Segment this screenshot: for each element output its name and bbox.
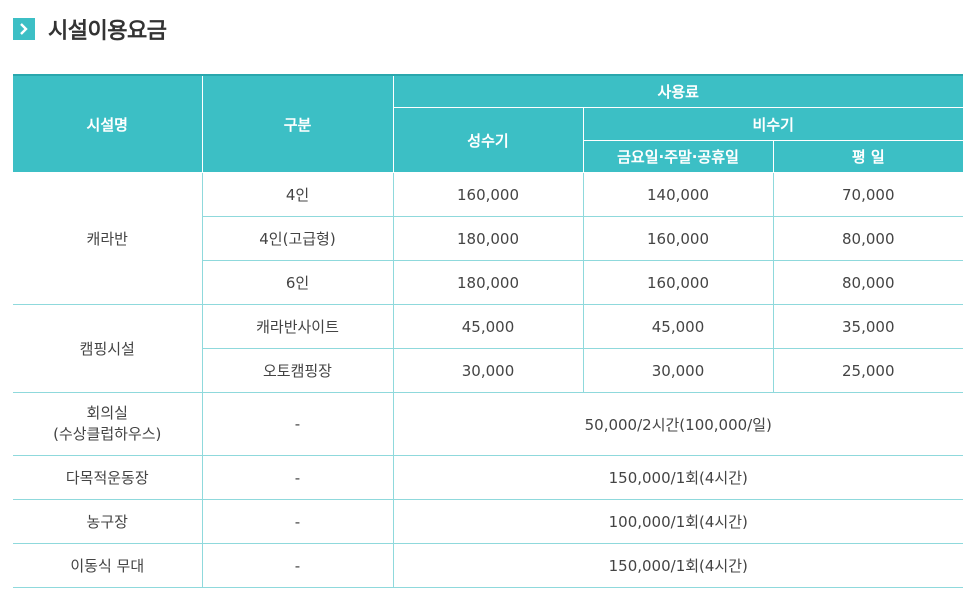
header-peak: 성수기 [393, 107, 584, 173]
fee-cell: 100,000/1회(4시간) [392, 499, 963, 544]
weekday-fee-cell: 80,000 [772, 216, 963, 261]
header-offpeak: 비수기 [582, 107, 963, 141]
peak-fee-cell: 160,000 [392, 172, 584, 217]
category-cell: - [201, 455, 394, 500]
fee-cell: 50,000/2시간(100,000/일) [392, 392, 963, 456]
facility-name: 농구장 [13, 499, 203, 544]
table-row: 6인 180,000 160,000 80,000 [13, 260, 963, 305]
peak-fee-cell: 45,000 [392, 304, 584, 349]
table-row: 다목적운동장 - 150,000/1회(4시간) [13, 455, 963, 500]
header-category: 구분 [201, 74, 394, 173]
facility-fee-table: 시설명 구분 사용료 성수기 비수기 금요일·주말·공휴일 평 일 캐라반 4인… [13, 74, 963, 588]
weekend-fee-cell: 140,000 [582, 172, 774, 217]
category-cell: 캐라반사이트 [201, 304, 394, 349]
category-cell: 오토캠핑장 [202, 348, 394, 393]
peak-fee-cell: 180,000 [392, 260, 584, 305]
table-row: 회의실 (수상클럽하우스) - 50,000/2시간(100,000/일) [13, 392, 963, 456]
weekend-fee-cell: 30,000 [582, 348, 774, 393]
fee-cell: 150,000/1회(4시간) [392, 543, 963, 588]
table-header: 시설명 구분 사용료 성수기 비수기 금요일·주말·공휴일 평 일 [13, 74, 963, 173]
facility-name: 캐라반 [13, 172, 203, 305]
peak-fee-cell: 30,000 [392, 348, 584, 393]
facility-name: 다목적운동장 [13, 455, 203, 500]
facility-name: 캠핑시설 [13, 304, 203, 393]
fee-cell: 150,000/1회(4시간) [392, 455, 963, 500]
weekday-fee-cell: 70,000 [772, 172, 963, 217]
weekend-fee-cell: 45,000 [582, 304, 774, 349]
table-row: 캠핑시설 캐라반사이트 45,000 45,000 35,000 [13, 304, 963, 393]
facility-name: 회의실 (수상클럽하우스) [13, 392, 203, 456]
category-cell: - [201, 392, 394, 456]
chevron-right-icon [13, 18, 35, 40]
category-cell: 4인(고급형) [202, 216, 394, 261]
table-row: 농구장 - 100,000/1회(4시간) [13, 499, 963, 544]
facility-name: 이동식 무대 [13, 543, 203, 588]
header-weekend: 금요일·주말·공휴일 [583, 140, 774, 173]
table-row: 이동식 무대 - 150,000/1회(4시간) [13, 543, 963, 588]
weekday-fee-cell: 25,000 [772, 348, 963, 393]
table-row: 오토캠핑장 30,000 30,000 25,000 [13, 348, 963, 393]
header-fee: 사용료 [392, 74, 963, 108]
category-cell: 4인 [201, 172, 394, 217]
weekday-fee-cell: 35,000 [772, 304, 963, 349]
facility-name-line1: 회의실 [86, 404, 128, 422]
category-cell: - [201, 499, 394, 544]
facility-name-line2: (수상클럽하우스) [53, 425, 162, 443]
category-cell: - [201, 543, 394, 588]
weekday-fee-cell: 80,000 [772, 260, 963, 305]
category-cell: 6인 [202, 260, 394, 305]
table-row: 캐라반 4인 160,000 140,000 70,000 [13, 172, 963, 305]
header-weekday: 평 일 [772, 140, 963, 173]
page-title: 시설이용요금 [48, 19, 167, 44]
weekend-fee-cell: 160,000 [582, 260, 774, 305]
peak-fee-cell: 180,000 [392, 216, 584, 261]
header-facility: 시설명 [13, 74, 203, 173]
page-header: 시설이용요금 [13, 13, 167, 45]
weekend-fee-cell: 160,000 [582, 216, 774, 261]
